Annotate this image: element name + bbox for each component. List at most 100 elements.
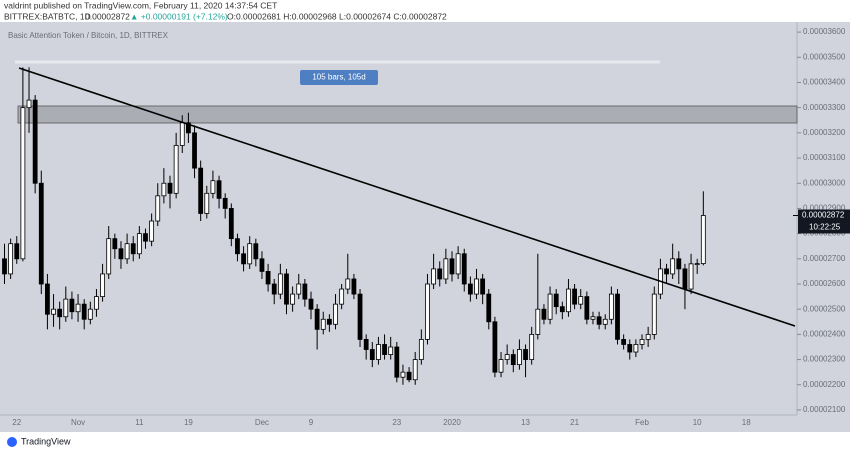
candle-body bbox=[627, 344, 633, 353]
candle-body bbox=[443, 258, 449, 280]
candle-body bbox=[566, 288, 571, 313]
candle-body bbox=[118, 248, 124, 260]
candle-body bbox=[296, 283, 302, 295]
candle-body bbox=[596, 316, 602, 325]
last-price: 0.00002872 bbox=[85, 11, 130, 21]
candle-body bbox=[124, 243, 130, 260]
candle-body bbox=[204, 192, 210, 214]
y-tick-label: 0.00002900 bbox=[803, 204, 846, 213]
candle-body bbox=[584, 296, 590, 320]
measure-label: 105 bars, 105d bbox=[312, 73, 365, 82]
candle-body bbox=[578, 296, 584, 305]
candle-body bbox=[149, 220, 155, 242]
candle-body bbox=[302, 283, 308, 300]
countdown: 10:22:25 bbox=[809, 223, 841, 232]
candle-body bbox=[161, 182, 167, 197]
candle-body bbox=[633, 344, 639, 353]
candle-body bbox=[651, 293, 657, 335]
candle-body bbox=[492, 321, 498, 373]
candle-body bbox=[559, 306, 565, 313]
candle-body bbox=[106, 238, 112, 275]
candle-body bbox=[308, 298, 314, 310]
candle-body bbox=[271, 283, 277, 295]
brand[interactable]: TradingView bbox=[21, 436, 71, 446]
candle-body bbox=[265, 271, 271, 285]
candle-body bbox=[173, 145, 179, 194]
candle-body bbox=[345, 278, 351, 290]
candle-body bbox=[572, 288, 577, 305]
candle-body bbox=[235, 238, 240, 255]
candle-body bbox=[670, 258, 676, 275]
trend-line bbox=[18, 67, 796, 327]
candle-body bbox=[406, 371, 412, 381]
candle-body bbox=[241, 253, 246, 265]
candle-body bbox=[155, 195, 161, 222]
candle-body bbox=[32, 99, 38, 184]
candle-body bbox=[100, 273, 105, 298]
candle-body bbox=[290, 293, 296, 305]
y-tick-label: 0.00003500 bbox=[803, 52, 846, 61]
measure-box bbox=[300, 70, 378, 85]
candle-body bbox=[167, 182, 173, 194]
x-tick-label: 22 bbox=[12, 418, 21, 427]
candle-body bbox=[615, 293, 620, 340]
candle-body bbox=[326, 318, 332, 325]
candle-body bbox=[455, 253, 461, 275]
y-tick-label: 0.00003200 bbox=[803, 128, 846, 137]
candle-body bbox=[645, 333, 651, 340]
candle-body bbox=[314, 308, 320, 330]
candle-body bbox=[535, 308, 541, 335]
candle-body bbox=[185, 122, 191, 134]
candle-body bbox=[694, 263, 700, 266]
candle-body bbox=[357, 293, 363, 340]
candle-body bbox=[351, 278, 357, 295]
candle-body bbox=[602, 318, 608, 325]
candle-body bbox=[425, 283, 430, 340]
candle-body bbox=[284, 273, 289, 305]
candle-body bbox=[320, 318, 326, 330]
x-tick-label: 21 bbox=[570, 418, 579, 427]
candle-body bbox=[486, 293, 492, 323]
candle-body bbox=[136, 233, 142, 255]
x-tick-label: 13 bbox=[521, 418, 530, 427]
chart-background bbox=[0, 22, 850, 432]
candle-body bbox=[51, 308, 56, 315]
candle-body bbox=[228, 208, 234, 240]
candle-body bbox=[222, 197, 228, 209]
candle-body bbox=[474, 278, 479, 295]
candle-body bbox=[400, 371, 406, 378]
y-tick-label: 0.00003600 bbox=[803, 27, 846, 36]
candle-body bbox=[63, 298, 69, 318]
candle-body bbox=[504, 354, 510, 360]
candle-body bbox=[449, 258, 455, 275]
candle-body bbox=[621, 339, 627, 345]
candle-body bbox=[437, 268, 443, 280]
last-price-box bbox=[798, 209, 850, 234]
y-tick-label: 0.00003100 bbox=[803, 153, 846, 162]
candles bbox=[2, 67, 706, 385]
candle-body bbox=[45, 283, 50, 315]
candle-body bbox=[2, 258, 7, 275]
candle-body bbox=[192, 132, 197, 169]
candle-body bbox=[253, 243, 259, 260]
x-tick-label: 18 bbox=[742, 418, 751, 427]
candle-body bbox=[608, 293, 614, 320]
candle-body bbox=[394, 346, 400, 378]
candle-body bbox=[388, 346, 394, 355]
candle-body bbox=[87, 308, 93, 320]
y-tick-label: 0.00002400 bbox=[803, 329, 846, 338]
candle-body bbox=[523, 349, 528, 360]
resistance-zone bbox=[17, 105, 798, 124]
author-line: valdrint published on TradingView.com, F… bbox=[4, 0, 277, 10]
candle-body bbox=[461, 253, 467, 285]
candle-body bbox=[143, 233, 148, 242]
candle-body bbox=[75, 303, 81, 313]
ohlc: O:0.00002681 H:0.00002968 L:0.00002674 C… bbox=[227, 11, 447, 21]
candle-body bbox=[639, 339, 645, 345]
candle-body bbox=[553, 293, 559, 308]
candle-body bbox=[510, 354, 516, 366]
candle-body bbox=[418, 339, 424, 360]
candle-body bbox=[590, 316, 596, 320]
candle-body bbox=[26, 99, 32, 109]
